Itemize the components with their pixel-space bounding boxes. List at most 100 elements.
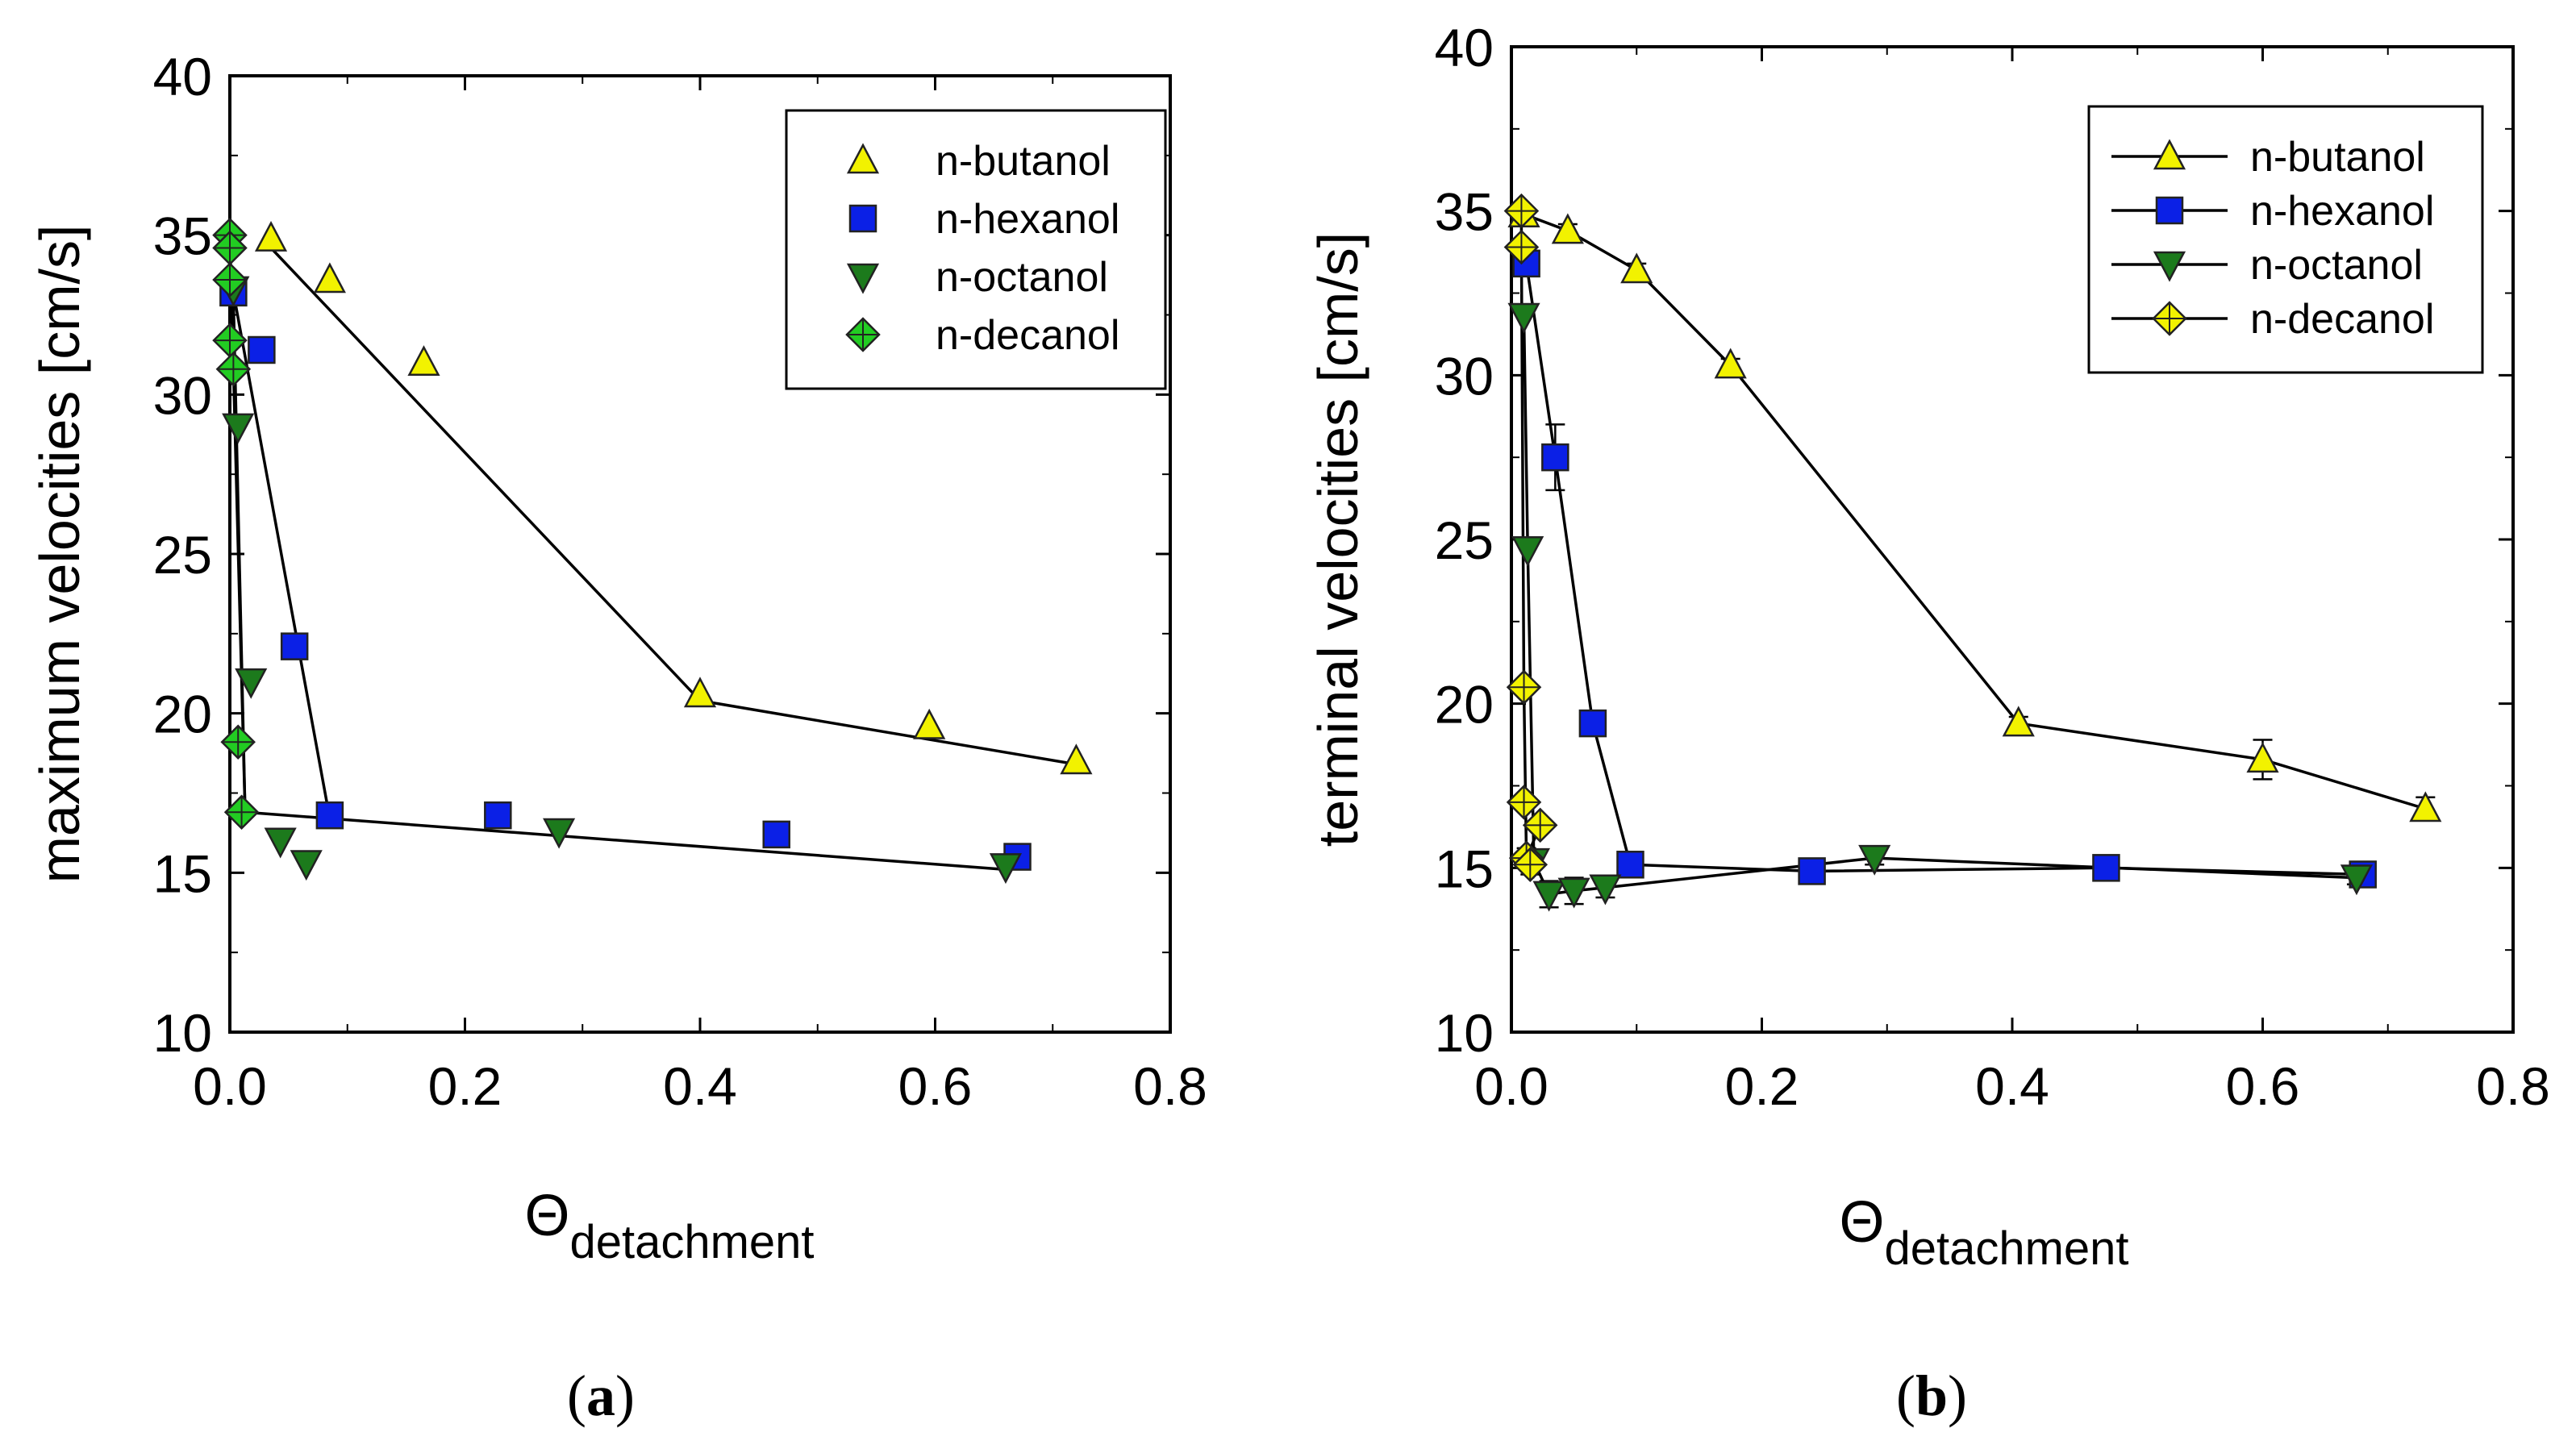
panel-caption: (b) [1896, 1364, 1967, 1428]
point-n-decanol [1506, 669, 1542, 706]
point-n-hexanol [1798, 857, 1826, 885]
point-n-decanol [223, 794, 260, 830]
point-n-decanol [1512, 847, 1549, 883]
y-tick-label: 40 [153, 47, 212, 106]
legend-label: n-octanol [936, 254, 1108, 301]
legend-box [785, 109, 1167, 390]
point-n-decanol [212, 230, 248, 266]
y-tick-label: 25 [1435, 510, 1494, 570]
caption-letter: b [1915, 1364, 1948, 1428]
point-n-butanol [683, 677, 717, 708]
legend-label: n-hexanol [936, 196, 1119, 243]
point-n-hexanol [484, 801, 512, 830]
point-n-octanol [222, 413, 255, 444]
point-n-butanol [2002, 706, 2035, 737]
caption-close-paren: ) [615, 1364, 635, 1428]
point-n-decanol [1522, 807, 1558, 843]
point-n-decanol [1506, 785, 1542, 820]
x-tick-label: 0.4 [1975, 1056, 2049, 1116]
legend-box [2087, 105, 2484, 374]
panel-b-chart: 0.0 0.2 0.4 0.6 0.8 10 15 20 25 30 35 40 terminal ve… [1307, 18, 2550, 1428]
legend-marker-n-octanol [846, 263, 880, 294]
legend-marker-n-hexanol [2155, 196, 2184, 225]
point-n-hexanol [1541, 443, 1569, 472]
x-tick-label: 0.8 [2476, 1056, 2550, 1116]
point-n-decanol [1503, 193, 1540, 229]
point-n-hexanol [1578, 709, 1607, 738]
x-tick-label: 0.4 [663, 1056, 737, 1116]
y-tick-label: 30 [1435, 346, 1494, 406]
point-n-octanol [290, 850, 323, 881]
point-n-butanol [1620, 252, 1653, 284]
point-n-hexanol [1616, 851, 1644, 879]
x-tick-label: 0.2 [1725, 1056, 1799, 1116]
point-n-butanol [1060, 743, 1093, 775]
legend-label: n-decanol [2250, 296, 2434, 343]
caption-letter: a [586, 1364, 615, 1428]
y-tick-label: 35 [153, 206, 212, 266]
legend-label: n-octanol [2250, 242, 2423, 289]
legend-marker-n-decanol [2152, 301, 2187, 336]
point-n-octanol [1557, 877, 1590, 909]
legend-marker-n-butanol [2153, 139, 2186, 170]
x-tick-label: 0.6 [898, 1056, 973, 1116]
legend-label: n-butanol [2250, 134, 2425, 181]
point-n-octanol [989, 853, 1023, 885]
legend-marker-n-octanol [2153, 251, 2186, 282]
point-n-butanol [313, 262, 346, 294]
point-n-octanol [1589, 874, 1622, 906]
point-n-hexanol [248, 335, 276, 364]
point-n-butanol [1714, 348, 1747, 379]
caption-open-paren: ( [1896, 1364, 1915, 1428]
point-n-octanol [264, 827, 297, 859]
x-tick-label: 0.0 [1474, 1056, 1549, 1116]
legend: n-butanol n-hexanol n-octanol n-decanol [2087, 105, 2484, 374]
point-n-decanol [212, 323, 248, 358]
x-axis-label-main: Θ [524, 1184, 569, 1248]
x-tick-label: 0.6 [2226, 1056, 2300, 1116]
point-n-octanol [543, 818, 576, 849]
x-axis-label-sub: detachment [1884, 1222, 2128, 1275]
x-axis-label: Θdetachment [524, 1184, 814, 1268]
caption-open-paren: ( [567, 1364, 586, 1428]
y-tick-label: 30 [153, 365, 212, 425]
x-axis-label: Θdetachment [1839, 1190, 2128, 1275]
point-n-hexanol [315, 801, 344, 830]
point-n-butanol [913, 708, 946, 739]
legend-label: n-decanol [936, 312, 1119, 359]
y-tick-label: 10 [1435, 1003, 1494, 1063]
legend-label: n-butanol [936, 138, 1111, 185]
x-tick-label: 0.8 [1133, 1056, 1207, 1116]
point-n-decanol [215, 351, 252, 387]
legend-marker-n-butanol [846, 143, 880, 174]
point-n-octanol [2340, 864, 2374, 896]
point-n-octanol [235, 668, 268, 699]
point-n-octanol [1858, 844, 1891, 876]
y-axis-label: terminal velocities [cm/s] [1307, 232, 1369, 847]
x-tick-label: 0.0 [193, 1056, 267, 1116]
panel-a-chart: 0.0 0.2 0.4 0.6 0.8 10 15 20 25 30 35 40 maximum vel… [28, 47, 1207, 1428]
point-n-octanol [1532, 881, 1565, 912]
panel-caption: (a) [567, 1364, 635, 1428]
y-tick-label: 20 [153, 685, 212, 744]
point-n-octanol [1507, 302, 1540, 334]
point-n-butanol [1551, 213, 1584, 244]
point-n-decanol [220, 724, 256, 760]
y-tick-label: 25 [153, 525, 212, 585]
point-n-hexanol [762, 820, 790, 849]
y-tick-label: 40 [1435, 18, 1494, 77]
point-n-hexanol [2092, 854, 2120, 882]
legend: n-butanol n-hexanol n-octanol n-decanol [785, 109, 1167, 390]
y-tick-label: 20 [1435, 675, 1494, 735]
point-n-butanol [254, 220, 288, 252]
point-n-butanol [407, 345, 440, 377]
line-n-octanol [1522, 315, 2357, 896]
point-n-decanol [212, 262, 248, 298]
x-axis-label-sub: detachment [569, 1216, 814, 1268]
point-n-butanol [2246, 742, 2279, 773]
legend-marker-n-decanol [845, 317, 881, 352]
point-n-decanol [1503, 229, 1540, 265]
x-axis-label-main: Θ [1839, 1190, 1884, 1255]
legend-marker-n-hexanol [848, 204, 877, 233]
